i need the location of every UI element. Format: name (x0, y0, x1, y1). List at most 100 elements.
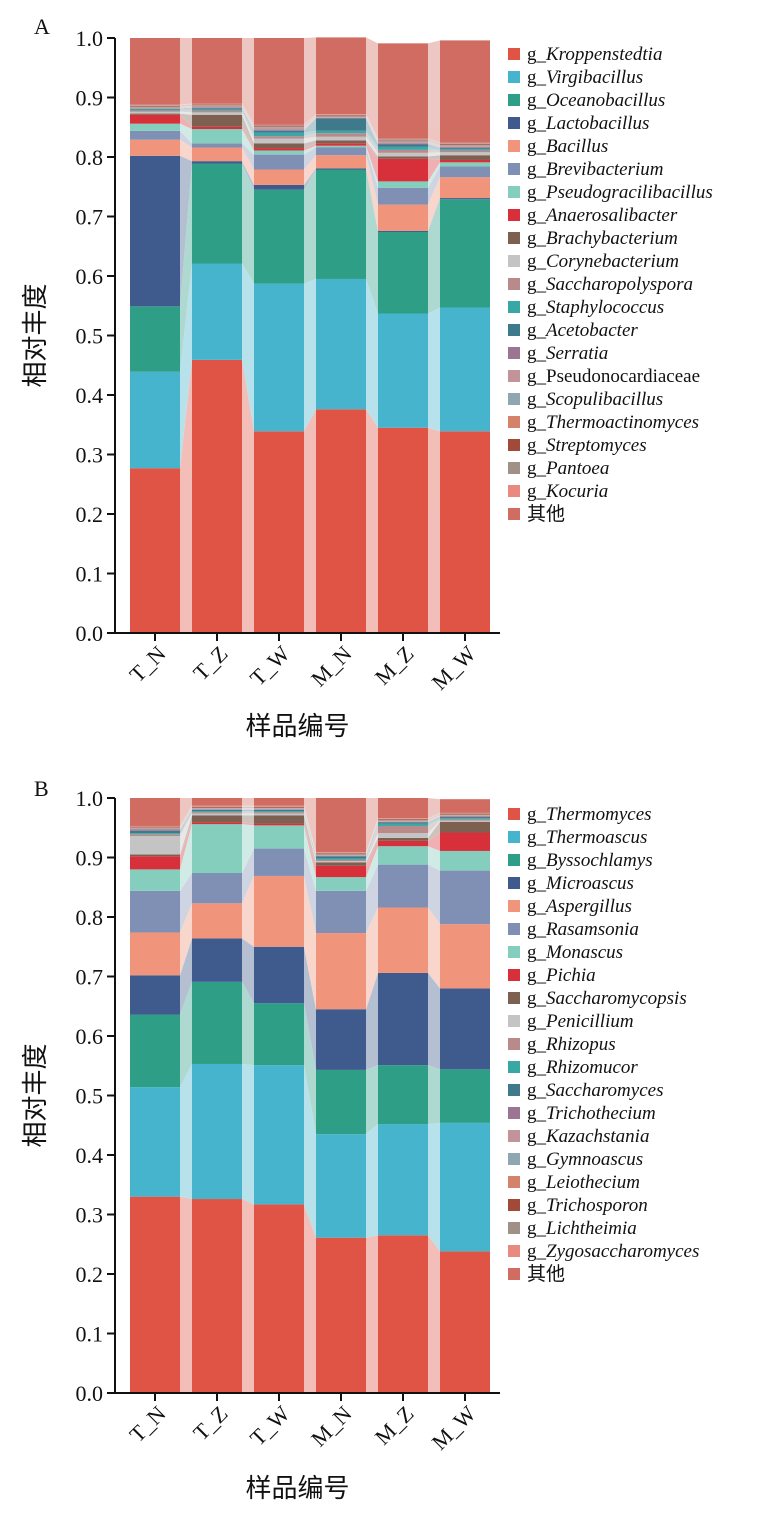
connector-band (428, 307, 440, 432)
y-tick-label: 0.6 (76, 1024, 104, 1049)
legend-label: g_Thermomyces (527, 804, 652, 825)
bar-segment (378, 158, 428, 182)
legend-label: g_Trichosporon (527, 1195, 648, 1216)
y-tick-label: 0.1 (76, 1322, 104, 1347)
legend-item: g_Kocuria (508, 481, 608, 502)
y-tick-label: 0.5 (76, 1084, 104, 1109)
bar-segment (440, 819, 490, 821)
x-axis-title: 样品编号 (245, 712, 349, 741)
bar-segment (316, 1069, 366, 1135)
bar-segment (440, 40, 490, 143)
bar-segment (440, 924, 490, 989)
connector-band (242, 822, 254, 826)
bar-segment (130, 1196, 180, 1393)
connector-band (180, 111, 192, 115)
bar-segment (254, 132, 304, 137)
bar-segment (254, 809, 304, 812)
connector-band (366, 821, 378, 857)
legend-label: g_Virgibacillus (527, 67, 643, 88)
legend-swatch (508, 462, 520, 474)
y-tick-label: 0.3 (76, 1203, 104, 1228)
connector-band (366, 820, 378, 855)
connector-band (242, 109, 254, 137)
legend-label: g_Saccharomycopsis (527, 988, 687, 1009)
connector-band (304, 812, 316, 862)
bar-segment (192, 1199, 242, 1393)
bar-segment (192, 359, 242, 633)
connector-band (242, 1199, 254, 1393)
connector-band (366, 114, 378, 140)
bar-segment (378, 427, 428, 633)
y-tick-label: 0.0 (76, 621, 104, 646)
bar-segment (378, 1124, 428, 1236)
connector-band (242, 824, 254, 873)
bar-segment (254, 823, 304, 826)
bar-segment (192, 147, 242, 162)
connector-band (366, 409, 378, 633)
connector-band (304, 115, 316, 127)
bar-segment (130, 825, 180, 827)
bar-segment (316, 145, 366, 148)
legend-item: 其他 (508, 503, 565, 525)
legend-label: g_Aspergillus (527, 896, 632, 917)
connector-band (366, 846, 378, 891)
connector-band (304, 798, 316, 853)
connector-band (366, 823, 378, 860)
legend-item: 其他 (508, 1263, 565, 1285)
connector-band (428, 427, 440, 633)
legend-item: g_Brachybacterium (508, 228, 678, 249)
connector-band (242, 848, 254, 904)
connector-band (366, 818, 378, 853)
bar-segment (316, 143, 366, 146)
connector-bands (180, 798, 440, 1393)
bar-segment (130, 836, 180, 855)
legend-swatch (508, 831, 520, 843)
bar-segment (440, 815, 490, 816)
connector-band (304, 809, 316, 859)
connector-band (242, 114, 254, 149)
bar-segment (316, 130, 366, 134)
connector-band (428, 817, 440, 824)
legend-label: g_Brachybacterium (527, 228, 678, 249)
connector-bands (180, 37, 440, 633)
connector-band (366, 118, 378, 147)
connector-band (180, 163, 192, 372)
legend-swatch (508, 301, 520, 313)
connector-band (180, 114, 192, 130)
connector-band (242, 359, 254, 633)
bar-segment (192, 104, 242, 106)
connector-band (428, 821, 440, 841)
bar-segment (192, 812, 242, 814)
bar-segment (254, 138, 304, 144)
legend-swatch (508, 347, 520, 359)
legend-label: g_Microascus (527, 873, 634, 894)
connector-band (180, 107, 192, 109)
bar-segment (130, 306, 180, 372)
legend-item: g_Lichtheimia (508, 1218, 637, 1239)
connector-band (366, 278, 378, 428)
connector-band (304, 136, 316, 144)
bar-segment (378, 156, 428, 159)
bar-segment (254, 808, 304, 809)
bar-segment (130, 109, 180, 111)
legend-label: g_Trichothecium (527, 1103, 656, 1124)
bar-segment (440, 198, 490, 200)
connector-band (428, 158, 440, 182)
connector-band (366, 145, 378, 188)
bar-segment (192, 105, 242, 106)
bar-segment (316, 855, 366, 857)
connector-band (304, 848, 316, 934)
bar-segment (378, 230, 428, 232)
bar-segment (192, 805, 242, 807)
connector-band (366, 133, 378, 153)
legend-swatch (508, 71, 520, 83)
panel-label: A (34, 14, 50, 39)
bar-segment (254, 813, 304, 816)
legend-item: g_Trichothecium (508, 1103, 656, 1124)
connector-band (180, 805, 192, 827)
connector-band (366, 117, 378, 145)
legend-label: g_Leiothecium (527, 1172, 640, 1193)
connector-band (428, 155, 440, 160)
connector-band (242, 808, 254, 809)
legend-swatch (508, 1038, 520, 1050)
